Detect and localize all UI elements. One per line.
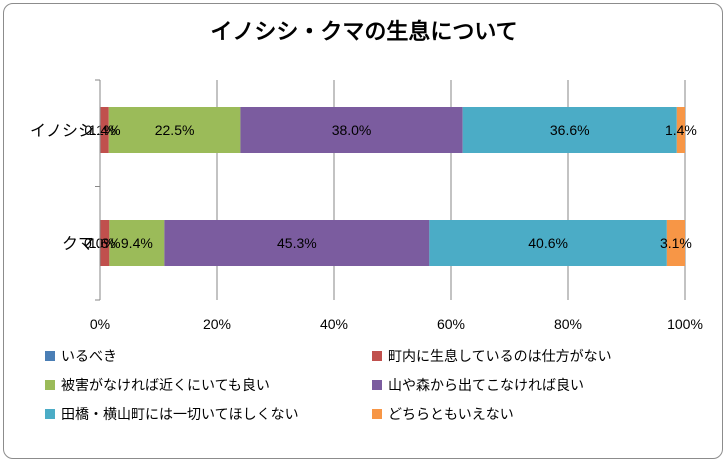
data-label: 3.1% xyxy=(660,235,692,251)
bar-segment xyxy=(429,220,667,266)
x-tick-label: 0% xyxy=(90,316,110,332)
legend-label: 田橋・横山町には一切いてほしくない xyxy=(61,407,299,423)
legend-swatch xyxy=(372,409,382,419)
bar-segment xyxy=(164,220,430,266)
data-label: 1.4% xyxy=(89,122,121,138)
bar-segment xyxy=(676,107,685,153)
category-label: クマ xyxy=(62,234,94,253)
data-label: 1.4% xyxy=(665,122,697,138)
data-label: 40.6% xyxy=(528,235,568,251)
legend-swatch xyxy=(372,380,382,390)
bar-segment xyxy=(666,220,685,266)
x-tick-label: 80% xyxy=(554,316,582,332)
data-label: 38.0% xyxy=(332,122,372,138)
legend-swatch xyxy=(45,409,55,419)
bars xyxy=(100,107,685,266)
x-tick-label: 20% xyxy=(203,316,231,332)
bar-segment xyxy=(109,220,165,266)
legend-label: 山や森から出てこなければ良い xyxy=(388,378,584,394)
bar-segment xyxy=(108,107,241,153)
x-tick-label: 60% xyxy=(437,316,465,332)
legend-label: どちらともいえない xyxy=(388,407,514,423)
data-label: 9.4% xyxy=(121,235,153,251)
bar-segment xyxy=(100,107,109,153)
legend-label: 被害がなければ近くにいても良い xyxy=(61,378,270,394)
data-label: 22.5% xyxy=(155,122,195,138)
legend-swatch xyxy=(372,351,382,361)
bar-segment xyxy=(100,220,110,266)
category-label: イノシシ xyxy=(30,121,94,140)
chart-title: イノシシ・クマの生息について xyxy=(210,19,517,45)
data-label: 1.6% xyxy=(89,235,121,251)
legend-label: いるべき xyxy=(61,349,117,365)
x-tick-label: 100% xyxy=(667,316,703,332)
bar-segment xyxy=(240,107,463,153)
legend-label: 町内に生息しているのは仕方がない xyxy=(388,348,612,365)
data-label: 36.6% xyxy=(550,122,590,138)
legend-swatch xyxy=(45,351,55,361)
legend-swatch xyxy=(45,380,55,390)
data-label: 45.3% xyxy=(277,235,317,251)
bar-segment xyxy=(462,107,677,153)
x-tick-label: 40% xyxy=(320,316,348,332)
